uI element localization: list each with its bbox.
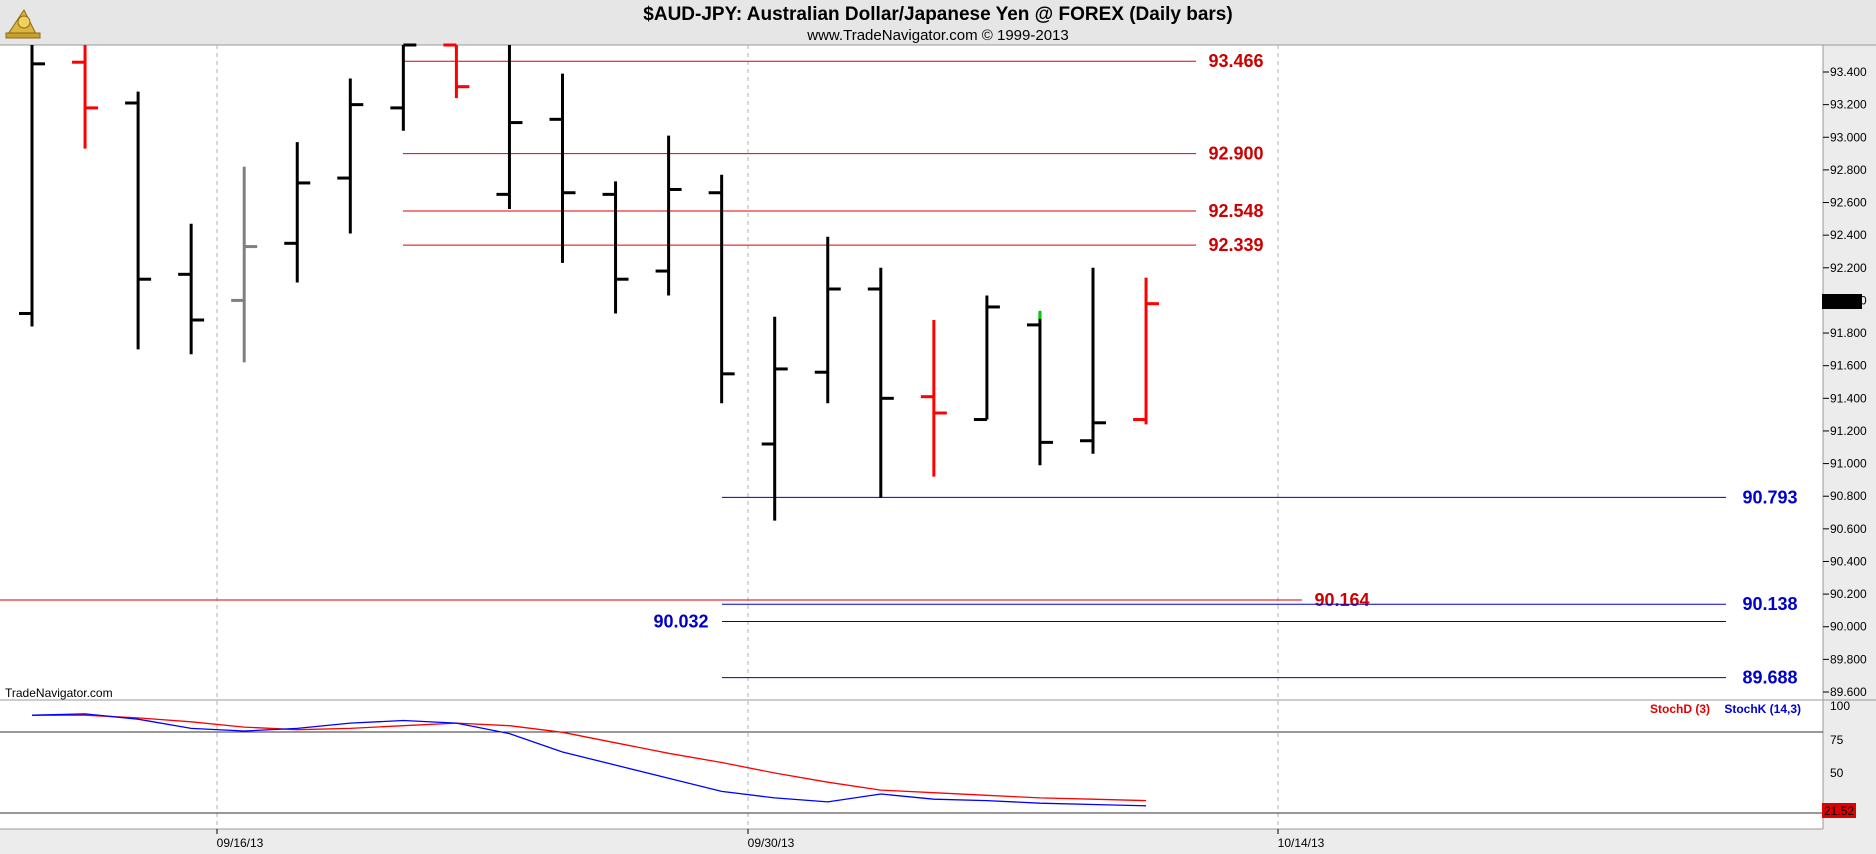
ohlc-bar (390, 43, 417, 131)
date-tick-label: 09/16/13 (217, 836, 264, 850)
level-label: 92.900 (1208, 144, 1263, 164)
ohlc-bar (125, 91, 152, 350)
price-tick-label: 91.400 (1830, 391, 1867, 405)
date-axis: 09/16/13 09/30/13 10/14/13 (216, 829, 1325, 850)
legend-stochk: StochK (14,3) (1724, 702, 1801, 716)
level-label: 93.466 (1208, 51, 1263, 71)
level-label: 90.138 (1742, 594, 1797, 614)
ohlc-bar (602, 181, 629, 314)
ohlc-bar (1133, 277, 1160, 425)
ohlc-bar (1026, 310, 1053, 466)
ohlc-bar (496, 45, 523, 210)
price-tick-label: 91.000 (1830, 457, 1867, 471)
price-tick-label: 91.800 (1830, 326, 1867, 340)
ohlc-bar (1080, 267, 1106, 454)
level-label: 92.548 (1208, 201, 1263, 221)
chart-subtitle: www.TradeNavigator.com © 1999-2013 (806, 27, 1068, 44)
ohlc-bar (231, 166, 258, 363)
ohlc-bar (337, 78, 364, 234)
price-tick-label: 92.800 (1830, 163, 1867, 177)
price-tick-label: 90.200 (1830, 587, 1867, 601)
price-axis: 89.600 89.800 90.000 90.200 90.400 90.600 90.8… (1823, 65, 1867, 699)
stoch-tick-label: 75 (1830, 733, 1844, 747)
price-tick-label: 93.000 (1830, 130, 1867, 144)
level-label: 90.032 (653, 612, 708, 632)
support-resistance-levels: 93.466 92.900 92.548 92.339 90.793 90.164 90.1… (0, 51, 1798, 688)
level-label: 90.793 (1742, 487, 1797, 507)
price-tick-label: 90.800 (1830, 489, 1867, 503)
date-tick-label: 09/30/13 (748, 836, 795, 850)
price-tick-label: 93.400 (1830, 65, 1867, 79)
last-price-label: 91.985 (1824, 295, 1861, 309)
price-tick-label: 91.600 (1830, 359, 1867, 373)
ohlc-bar (761, 316, 788, 521)
price-tick-label: 92.400 (1830, 228, 1867, 242)
price-tick-label: 90.000 (1830, 620, 1867, 634)
price-bars (19, 43, 1160, 521)
ohlc-bar (655, 135, 682, 296)
price-tick-label: 89.600 (1830, 685, 1867, 699)
price-tick-label: 91.200 (1830, 424, 1867, 438)
legend-stochd: StochD (3) (1650, 702, 1710, 716)
ohlc-bar (549, 73, 576, 263)
price-tick-label: 90.600 (1830, 522, 1867, 536)
ohlc-bar (973, 295, 1000, 422)
stochastic-panel: 100 75 50 StochD (3) StochK (14,3) (31, 699, 1850, 807)
ohlc-bar (443, 43, 470, 99)
chart-title: $AUD-JPY: Australian Dollar/Japanese Yen… (643, 4, 1232, 25)
ohlc-bar (920, 320, 947, 477)
price-tick-label: 92.200 (1830, 261, 1867, 275)
price-tick-label: 93.200 (1830, 98, 1867, 112)
price-tick-label: 89.800 (1830, 652, 1867, 666)
stoch-last-value: 21.52 (1824, 804, 1854, 818)
ohlc-bar (814, 236, 841, 404)
ohlc-bar (867, 267, 894, 498)
stoch-tick-label: 50 (1830, 766, 1844, 780)
stoch-line (31, 713, 1147, 807)
level-label: 92.339 (1208, 235, 1263, 255)
level-label: 90.164 (1314, 590, 1369, 610)
watermark: TradeNavigator.com (5, 686, 113, 700)
stoch-tick-label: 100 (1830, 699, 1850, 713)
price-tick-label: 92.600 (1830, 196, 1867, 210)
ohlc-bar (284, 142, 311, 283)
ohlc-bar (19, 45, 45, 327)
price-tick-label: 90.400 (1830, 554, 1867, 568)
ohlc-bar (708, 174, 735, 404)
stoch-line (32, 714, 1147, 802)
ohlc-bar (178, 223, 205, 355)
ohlc-bar (72, 45, 99, 149)
date-tick-label: 10/14/13 (1278, 836, 1325, 850)
level-label: 89.688 (1742, 668, 1797, 688)
sextant-logo-icon (5, 9, 41, 39)
